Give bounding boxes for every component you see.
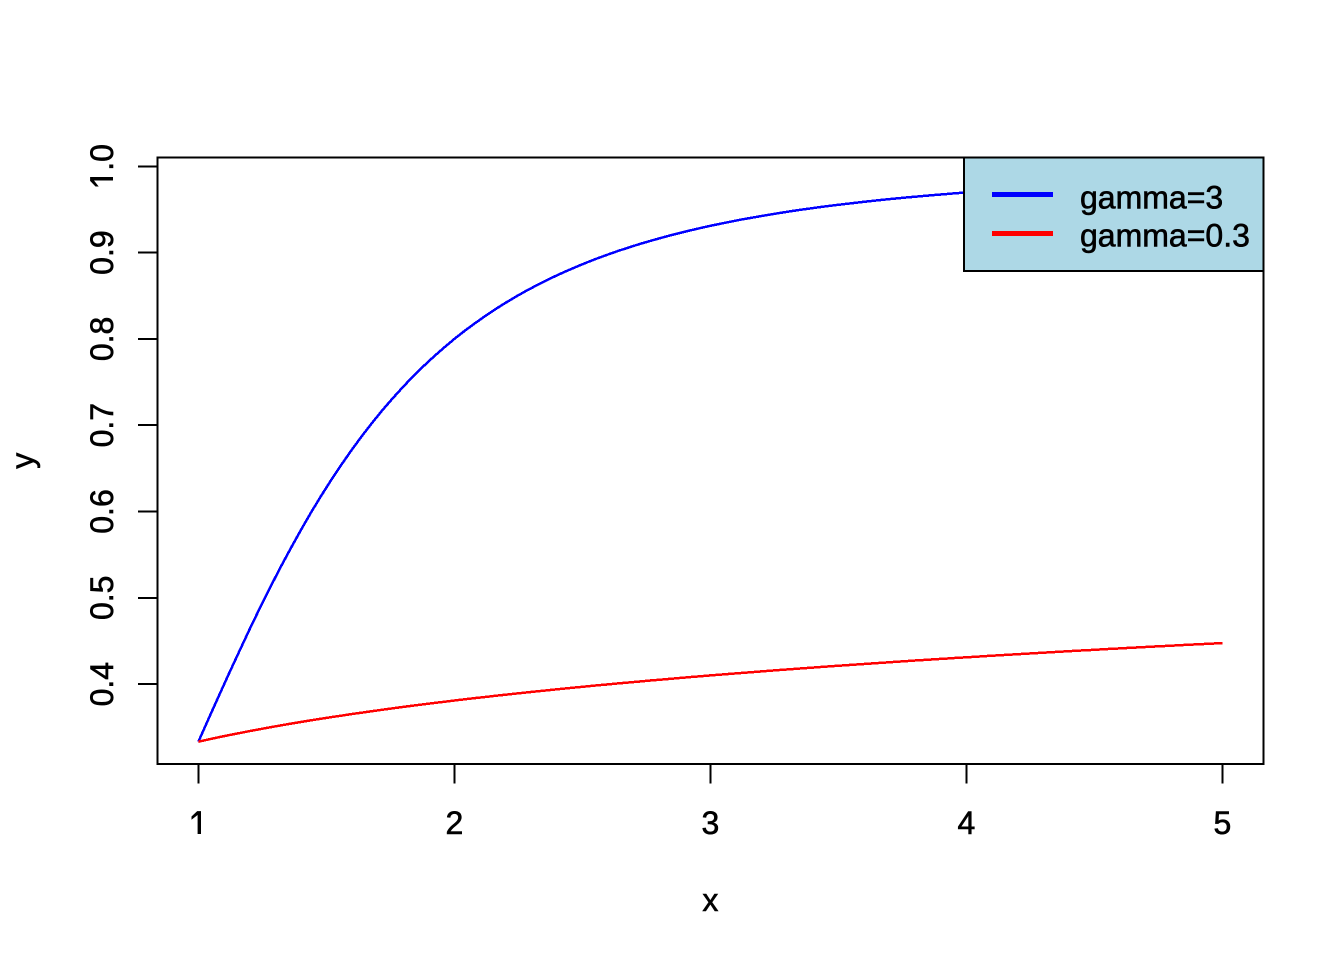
svg-text:gamma=0.3: gamma=0.3 <box>1080 218 1250 254</box>
svg-text:0.8: 0.8 <box>84 317 120 361</box>
svg-text:y: y <box>5 453 41 469</box>
svg-text:.0: .0 <box>84 144 120 171</box>
svg-text:0.9: 0.9 <box>84 230 120 274</box>
svg-text:4: 4 <box>958 805 976 841</box>
svg-text:5: 5 <box>1214 805 1232 841</box>
svg-text:0.4: 0.4 <box>84 662 120 706</box>
svg-text:x: x <box>702 882 718 918</box>
svg-text:0.5: 0.5 <box>84 576 120 620</box>
svg-text:0.6: 0.6 <box>84 489 120 533</box>
svg-text:0.7: 0.7 <box>84 403 120 447</box>
svg-text:2: 2 <box>446 805 464 841</box>
svg-text:gamma=3: gamma=3 <box>1080 179 1223 215</box>
svg-text:3: 3 <box>702 805 720 841</box>
